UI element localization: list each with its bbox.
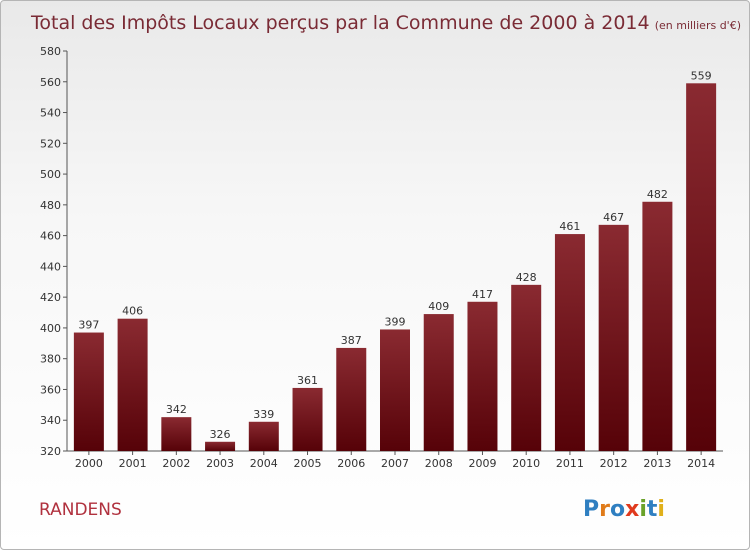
y-tick-label: 420 [40, 291, 61, 304]
bar [336, 347, 367, 451]
bar-value-label: 361 [297, 374, 318, 387]
y-tick-label: 480 [40, 199, 61, 212]
y-tick-label: 560 [40, 76, 61, 89]
logo-letter: i [657, 497, 665, 522]
bar-value-label: 326 [210, 428, 231, 441]
x-tick-label: 2007 [381, 457, 409, 470]
bar [248, 421, 279, 451]
bar [686, 83, 717, 452]
logo-letter: t [647, 497, 658, 522]
x-tick-label: 2010 [512, 457, 540, 470]
bar-value-label: 461 [559, 220, 580, 233]
x-tick-label: 2002 [162, 457, 190, 470]
y-tick-label: 520 [40, 137, 61, 150]
x-tick-label: 2001 [119, 457, 147, 470]
x-tick-label: 2003 [206, 457, 234, 470]
bar-value-label: 397 [78, 319, 99, 332]
y-tick-label: 400 [40, 322, 61, 335]
bars-group: 397 406 342 326 339 361 387 399 409 417 428 461 467 4… [73, 69, 717, 452]
logo-letter: P [583, 497, 599, 522]
x-tick-label: 2009 [468, 457, 496, 470]
bar-value-label: 406 [122, 305, 143, 318]
bar-value-label: 409 [428, 300, 449, 313]
bar [423, 314, 454, 451]
y-tick-label: 340 [40, 414, 61, 427]
bar-value-label: 559 [691, 69, 712, 82]
bar [467, 301, 498, 451]
bar [511, 284, 542, 451]
y-tick-label: 580 [40, 45, 61, 58]
bar-value-label: 417 [472, 288, 493, 301]
chart-title-unit: (en milliers d'€) [655, 19, 741, 32]
x-tick-label: 2011 [556, 457, 584, 470]
x-tick-label: 2005 [294, 457, 322, 470]
bar [292, 387, 323, 451]
bar-value-label: 428 [516, 271, 537, 284]
x-tick-label: 2013 [643, 457, 671, 470]
logo-letter: i [639, 497, 647, 522]
x-tick-label: 2006 [337, 457, 365, 470]
chart-title-main: Total des Impôts Locaux perçus par la Co… [30, 12, 650, 34]
bar [554, 234, 585, 451]
y-tick-label: 460 [40, 230, 61, 243]
x-tick-label: 2004 [250, 457, 278, 470]
logo-letter: o [610, 497, 625, 522]
bar-value-label: 467 [603, 211, 624, 224]
logo-letter: x [625, 497, 639, 522]
x-tick-label: 2008 [425, 457, 453, 470]
bar-value-label: 342 [166, 403, 187, 416]
bar [598, 224, 629, 451]
logo-letter: r [599, 497, 610, 522]
bar [380, 329, 410, 451]
bar-value-label: 339 [253, 408, 274, 421]
bar-value-label: 482 [647, 188, 668, 201]
x-tick-label: 2012 [600, 457, 628, 470]
bar [642, 201, 673, 451]
bar-value-label: 387 [341, 334, 362, 347]
bar-value-label: 399 [385, 315, 406, 328]
y-tick-label: 540 [40, 107, 61, 120]
y-tick-label: 500 [40, 168, 61, 181]
proxiti-logo: Proxiti [583, 497, 665, 522]
y-axis: 320 340 360 380 400 420 440 460 480 500 520 540 560 5… [40, 45, 723, 458]
x-tick-label: 2014 [687, 457, 715, 470]
bar [73, 332, 104, 451]
y-tick-label: 380 [40, 353, 61, 366]
y-tick-label: 440 [40, 260, 61, 273]
bar [117, 318, 148, 451]
commune-name: RANDENS [39, 500, 122, 520]
chart-title: Total des Impôts Locaux perçus par la Co… [30, 12, 741, 34]
y-tick-label: 360 [40, 383, 61, 396]
bar [205, 441, 236, 451]
x-tick-label: 2000 [75, 457, 103, 470]
y-tick-label: 320 [40, 445, 61, 458]
x-axis: 2000 2001 2002 2003 2004 2005 2006 2007 2008 2009… [75, 451, 715, 470]
bar [161, 417, 192, 451]
